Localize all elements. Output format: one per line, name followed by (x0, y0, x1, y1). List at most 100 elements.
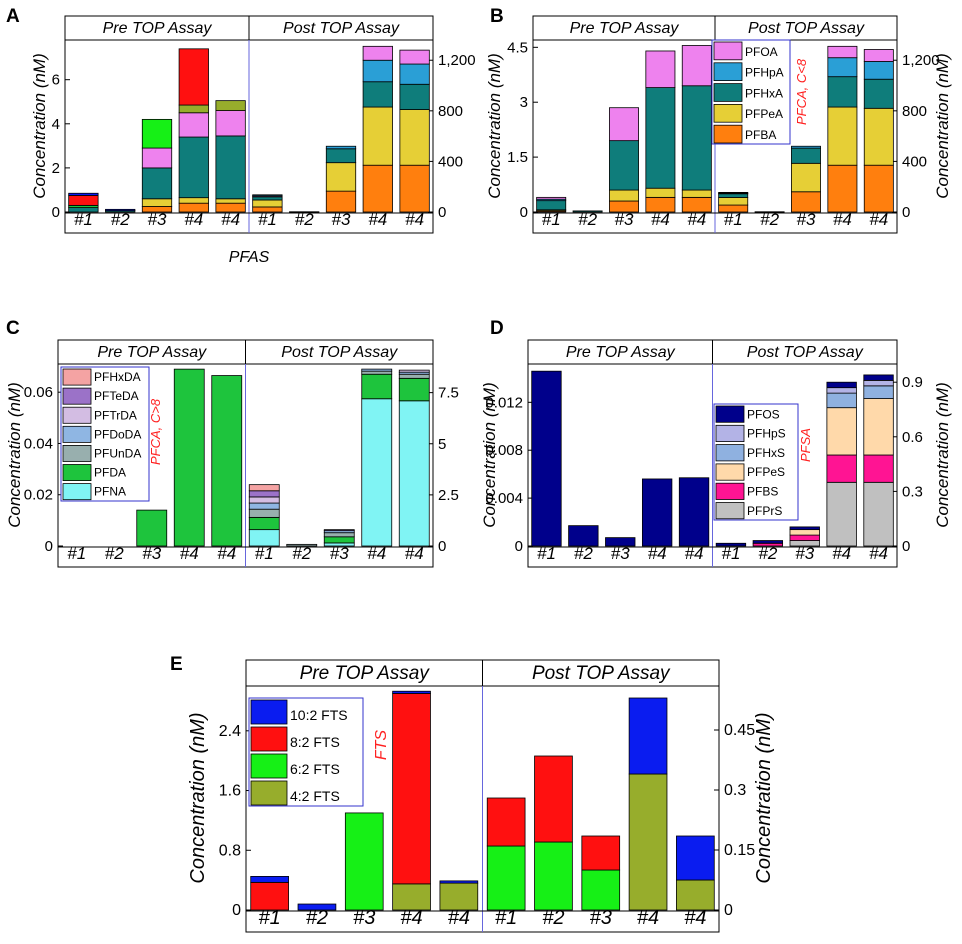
x-tick-label: #2 (758, 544, 777, 563)
bar-segment (398, 369, 430, 373)
right-tick-label: 0.9 (902, 374, 923, 391)
x-tick-label: #4 (180, 544, 199, 563)
bar-segment (826, 454, 857, 483)
right-tick-label: 800 (438, 103, 463, 120)
bar-segment (392, 883, 431, 911)
bar-segment (325, 162, 357, 192)
bar-segment (531, 370, 562, 547)
panel-letter-d: D (490, 318, 504, 339)
legend-swatch (715, 444, 745, 462)
header-post-top-assay: Post TOP Assay (283, 20, 400, 37)
bar-segment (178, 48, 209, 106)
x-tick-label: #1 (255, 544, 274, 563)
x-tick-label: #3 (590, 907, 612, 929)
legend-entry: PFHpA (745, 66, 784, 80)
bar-segment (826, 381, 857, 389)
x-tick-label: #1 (724, 210, 743, 229)
bar-segment (536, 200, 567, 211)
legend-swatch (715, 463, 745, 481)
bar-segment (361, 373, 393, 400)
bar-segment (439, 882, 479, 911)
group-annotation: PFSA (798, 428, 813, 462)
bar-segment (362, 106, 393, 166)
header-pre-top-assay: Pre TOP Assay (566, 344, 676, 361)
legend-entry: 4:2 FTS (290, 788, 340, 804)
x-tick-label: #3 (615, 210, 634, 229)
x-tick-label: #1 (258, 210, 277, 229)
legend-entry: 8:2 FTS (290, 734, 340, 750)
y-axis-label-left: Concentration (nM) (5, 382, 24, 528)
left-tick-label: 4.5 (507, 39, 528, 56)
bar-segment (791, 191, 821, 213)
bar-segment (676, 835, 715, 881)
x-tick-label: #1 (537, 544, 556, 563)
legend-entry: PFTeDA (94, 389, 139, 403)
x-tick-label: #4 (405, 210, 424, 229)
bar-segment (827, 57, 858, 78)
left-tick-label: 0.06 (24, 384, 53, 401)
y-axis-label-left: Concentration (nM) (485, 53, 504, 199)
x-tick-label: #2 (542, 907, 564, 929)
group-annotation: PFCA, C<8 (794, 58, 809, 125)
right-tick-label: 7.5 (438, 385, 459, 402)
header-pre-top-assay: Pre TOP Assay (570, 20, 680, 37)
bar-segment (178, 104, 209, 114)
bar-segment (248, 516, 280, 531)
legend-entry: PFDA (94, 466, 126, 480)
y-axis-label-left: Concentration (nM) (187, 712, 209, 883)
bar-segment (173, 368, 205, 547)
left-tick-label: 3 (520, 94, 528, 111)
bar-segment (863, 374, 894, 381)
bar-segment (252, 194, 283, 197)
legend-entry: 10:2 FTS (290, 707, 348, 723)
legend-entry: PFOA (745, 45, 778, 59)
bar-segment (248, 490, 280, 498)
right-tick-label: 0.15 (724, 842, 755, 859)
left-tick-label: 0.008 (485, 442, 523, 459)
x-tick-label: #4 (869, 210, 888, 229)
x-tick-label: #3 (795, 544, 814, 563)
header-post-top-assay: Post TOP Assay (532, 663, 671, 684)
bar-segment (252, 206, 283, 213)
bar-segment (136, 509, 168, 547)
bar-segment (789, 529, 820, 536)
x-tick-label: #4 (221, 210, 240, 229)
bar-segment (325, 148, 357, 164)
x-tick-label: #1 (495, 907, 517, 929)
bar-segment (392, 690, 431, 694)
bar-segment (248, 484, 280, 492)
x-tick-label: #3 (611, 544, 630, 563)
bar-segment (789, 540, 820, 547)
right-tick-label: 0.6 (902, 429, 923, 446)
x-tick-label: #4 (833, 210, 852, 229)
header-pre-top-assay: Pre TOP Assay (300, 663, 431, 684)
legend-swatch (62, 387, 92, 405)
bar-segment (215, 202, 246, 213)
header-pre-top-assay: Pre TOP Assay (97, 344, 207, 361)
y-axis-label-left: Concentration (nM) (480, 382, 499, 528)
bar-segment (215, 100, 246, 111)
bar-segment (581, 869, 621, 911)
legend-entry: PFUnDA (94, 447, 141, 461)
bar-segment (399, 164, 430, 213)
bar-segment (325, 190, 357, 213)
x-tick-label: #2 (760, 210, 779, 229)
legend-entry: PFTrDA (94, 408, 137, 422)
right-tick-label: 1,200 (438, 52, 476, 69)
legend-swatch (62, 406, 92, 424)
bar-segment (141, 198, 173, 207)
bar-segment (791, 162, 821, 193)
legend-entry: PFBA (745, 128, 776, 142)
bar-segment (398, 377, 430, 402)
x-axis-label: PFAS (229, 249, 270, 266)
left-tick-label: 0 (45, 538, 53, 555)
bar-segment (323, 532, 355, 538)
bar-segment (399, 83, 430, 110)
bar-segment (398, 400, 430, 547)
right-tick-label: 0.45 (724, 722, 755, 739)
bar-segment (325, 145, 357, 150)
x-tick-label: #3 (353, 907, 375, 929)
x-tick-label: #4 (685, 544, 704, 563)
bar-segment (826, 392, 857, 409)
left-tick-label: 0.8 (219, 842, 241, 859)
